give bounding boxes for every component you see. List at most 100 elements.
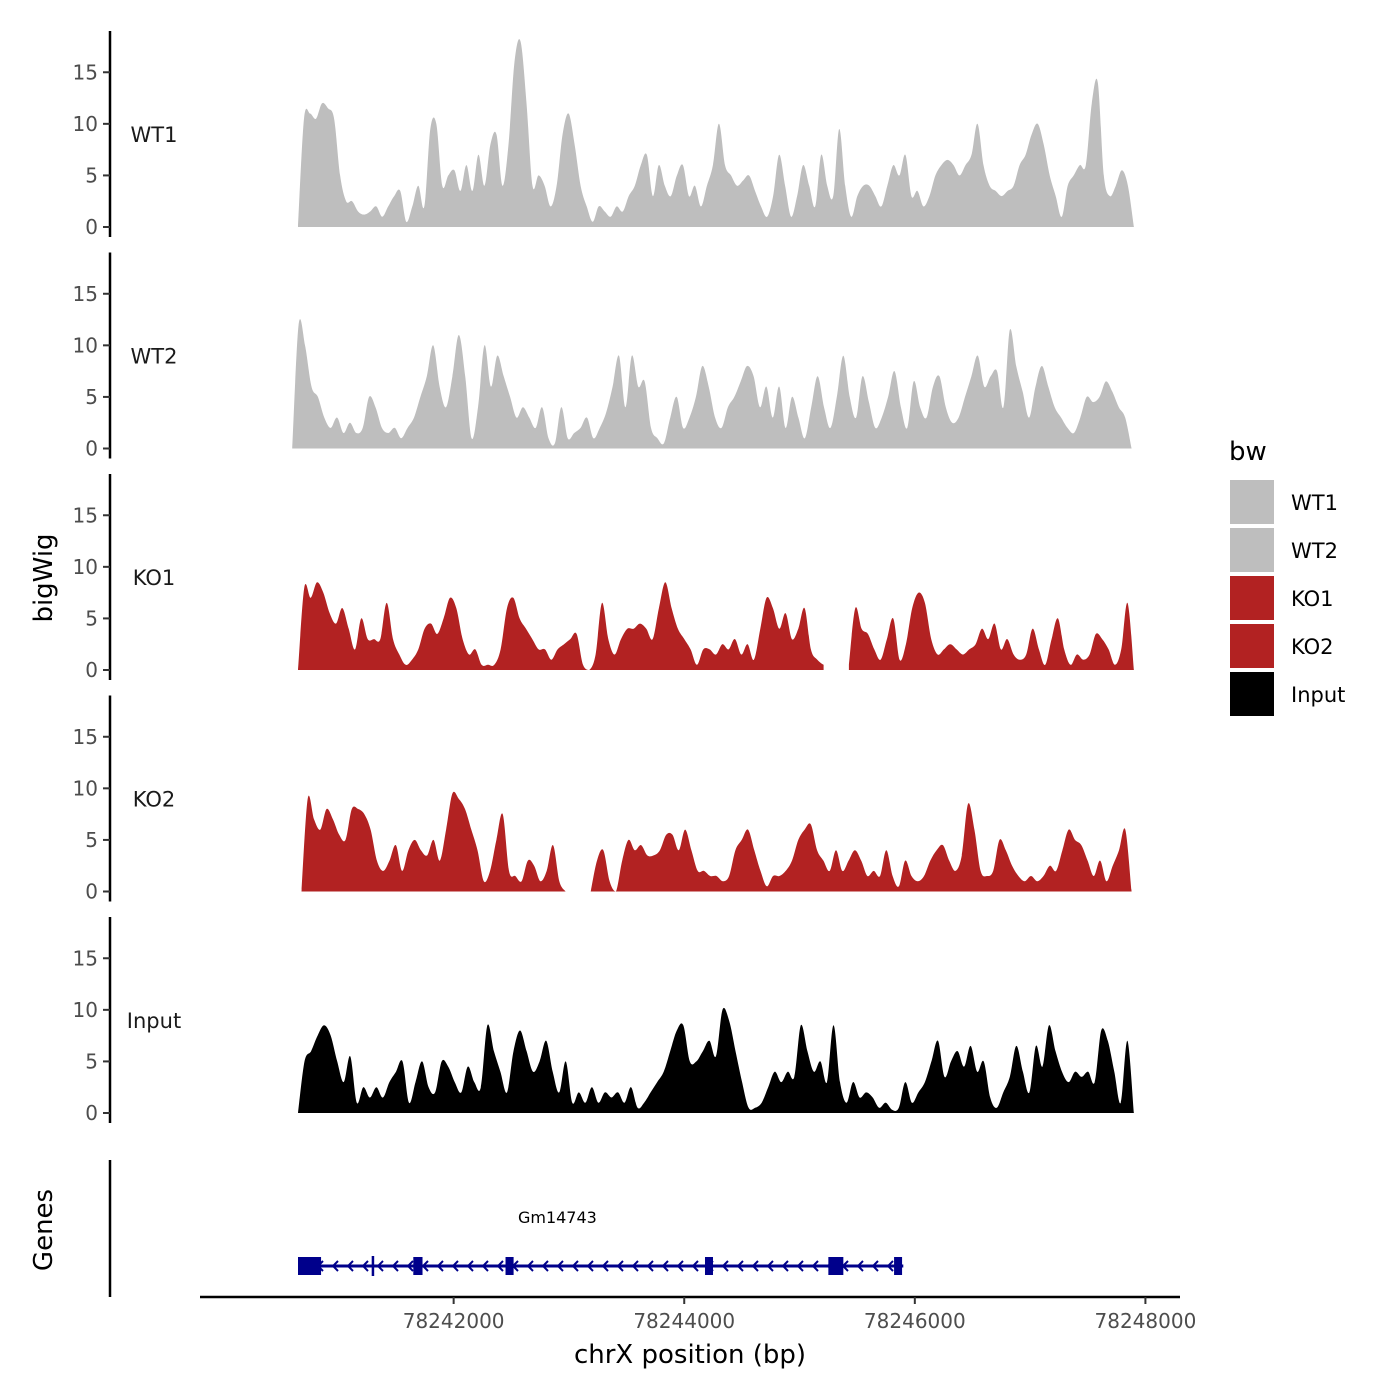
legend-swatch (1230, 528, 1274, 572)
strand-arrow (721, 1260, 729, 1272)
strand-arrow (376, 1260, 384, 1272)
strand-arrow (601, 1260, 609, 1272)
legend-label: WT2 (1291, 539, 1338, 563)
legend-item-ko2: KO2 (1230, 624, 1334, 668)
signal-area-wt2 (292, 319, 1132, 449)
strand-arrow (736, 1260, 744, 1272)
track-label: Input (127, 1009, 181, 1033)
legend-item-wt1: WT1 (1230, 480, 1338, 524)
track-ko2: 0 5 10 15 KO2 (73, 695, 1132, 904)
x-axis-title: chrX position (bp) (574, 1340, 806, 1370)
y-tick-label: 0 (85, 1101, 98, 1125)
strand-arrow (541, 1260, 549, 1272)
y-tick-label: 10 (73, 112, 98, 136)
gene-exon (704, 1257, 713, 1275)
signal-area-ko2 (590, 803, 1132, 892)
genes-axis-title: Genes (29, 1189, 59, 1271)
legend-item-input: Input (1230, 672, 1345, 716)
track-label: KO2 (133, 788, 176, 812)
legend-label: KO2 (1291, 635, 1334, 659)
strand-arrow (526, 1260, 534, 1272)
signal-area-input (298, 1007, 1134, 1113)
strand-arrow (361, 1260, 369, 1272)
strand-arrow (466, 1260, 474, 1272)
legend-item-wt2: WT2 (1230, 528, 1338, 572)
signal-area-ko2 (301, 791, 566, 892)
strand-arrow (406, 1260, 414, 1272)
y-axis-title: bigWig (29, 533, 59, 622)
y-tick-label: 5 (85, 1049, 98, 1073)
y-tick-label: 10 (73, 998, 98, 1022)
y-tick-label: 15 (73, 503, 98, 527)
y-tick-label: 5 (85, 385, 98, 409)
strand-arrow (766, 1260, 774, 1272)
strand-arrow (631, 1260, 639, 1272)
y-tick-label: 15 (73, 282, 98, 306)
x-tick-label: 78248000 (1095, 1309, 1197, 1333)
strand-arrow (646, 1260, 654, 1272)
strand-arrow (481, 1260, 489, 1272)
strand-arrow (796, 1260, 804, 1272)
track-wt1: 0 5 10 15 WT1 (73, 31, 1134, 239)
y-tick-label: 0 (85, 880, 98, 904)
strand-arrow (886, 1260, 894, 1272)
gene-exon (298, 1257, 322, 1275)
y-tick-label: 0 (85, 658, 98, 682)
gene-exon (505, 1257, 514, 1275)
strand-arrow (811, 1260, 819, 1272)
legend-item-ko1: KO1 (1230, 576, 1334, 620)
strand-arrow (556, 1260, 564, 1272)
strand-arrow (691, 1260, 699, 1272)
track-wt2: 0 5 10 15 WT2 (73, 252, 1132, 461)
strand-arrow (751, 1260, 759, 1272)
strand-arrow (391, 1260, 399, 1272)
legend-swatch (1230, 672, 1274, 716)
y-tick-label: 0 (85, 215, 98, 239)
legend-swatch (1230, 624, 1274, 668)
signal-area-ko1 (848, 592, 1134, 670)
x-tick-label: 78244000 (633, 1309, 735, 1333)
legend-label: KO1 (1291, 587, 1334, 611)
signal-area-wt1 (298, 39, 1134, 227)
gene-name-label: Gm14743 (518, 1208, 597, 1227)
genes-panel: Gm14743 (108, 1160, 904, 1297)
track-label: KO1 (133, 566, 176, 590)
strand-arrow (571, 1260, 579, 1272)
strand-arrow (616, 1260, 624, 1272)
gene-exon (828, 1257, 844, 1275)
strand-arrow (676, 1260, 684, 1272)
strand-arrow (496, 1260, 504, 1272)
strand-arrow (856, 1260, 864, 1272)
signal-tracks: 0 5 10 15 WT1 0 5 10 15 WT2 0 5 10 15 KO1 0 5 10 15 KO2 0 5 10… (73, 31, 1134, 1125)
strand-arrow (346, 1260, 354, 1272)
legend-label: WT1 (1291, 491, 1338, 515)
y-tick-label: 0 (85, 437, 98, 461)
y-tick-label: 15 (73, 725, 98, 749)
legend-title: bw (1229, 437, 1267, 467)
y-tick-label: 15 (73, 60, 98, 84)
track-input: 0 5 10 15 Input (73, 917, 1134, 1125)
strand-arrow (451, 1260, 459, 1272)
y-tick-label: 10 (73, 555, 98, 579)
gene-exon (894, 1257, 903, 1275)
x-axis: 78242000 78244000 78246000 78248000 (200, 1295, 1197, 1333)
strand-arrow (421, 1260, 429, 1272)
strand-arrow (331, 1260, 339, 1272)
track-ko1: 0 5 10 15 KO1 (73, 474, 1134, 682)
legend-swatch (1230, 480, 1274, 524)
signal-area-ko1 (298, 582, 824, 670)
legend-label: Input (1291, 683, 1345, 707)
y-tick-label: 10 (73, 776, 98, 800)
y-tick-label: 15 (73, 946, 98, 970)
strand-arrow (661, 1260, 669, 1272)
gene-gm14743: Gm14743 (298, 1208, 904, 1276)
y-tick-label: 10 (73, 333, 98, 357)
strand-arrow (871, 1260, 879, 1272)
legend: bw WT1 WT2 KO1 KO2 Input (1229, 437, 1345, 716)
strand-arrow (586, 1260, 594, 1272)
track-label: WT2 (131, 345, 178, 369)
gene-exon (413, 1257, 423, 1275)
legend-swatch (1230, 576, 1274, 620)
track-label: WT1 (131, 123, 178, 147)
